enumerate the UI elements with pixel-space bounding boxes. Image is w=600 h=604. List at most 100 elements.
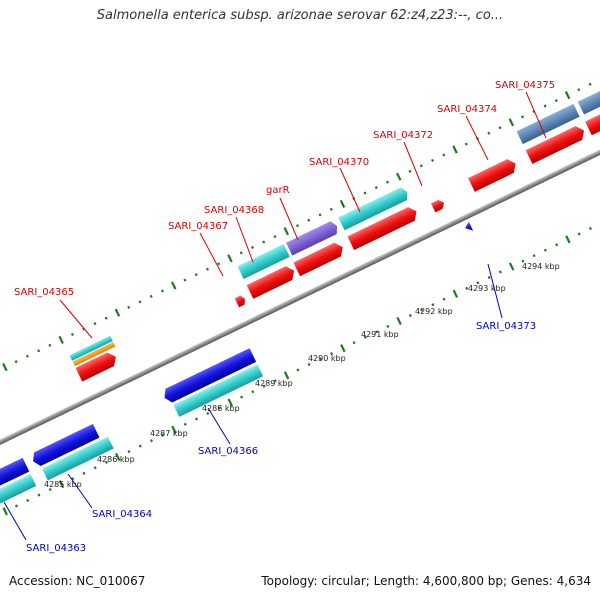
- outer-scale-major-tick: [284, 227, 289, 235]
- outer-scale-minor-tick: [465, 143, 468, 146]
- outer-scale-minor-tick: [206, 268, 209, 271]
- inner-scale-minor-tick: [184, 423, 187, 426]
- inner-scale-minor-tick: [195, 417, 198, 420]
- label-SARI_04373[interactable]: SARI_04373: [476, 321, 536, 332]
- inner-scale-minor-tick: [127, 450, 130, 453]
- callout-SARI_04372: [404, 142, 422, 186]
- inner-scale-minor-tick: [488, 276, 491, 279]
- outer-scale-minor-tick: [138, 300, 141, 303]
- outer-scale-minor-tick: [71, 333, 74, 336]
- label-garR[interactable]: garR: [266, 185, 290, 196]
- label-SARI_04366[interactable]: SARI_04366: [198, 446, 258, 457]
- gene-row-forward: [75, 104, 600, 383]
- genome-title: Salmonella enterica subsp. arizonae sero…: [0, 8, 600, 23]
- kbp-label-4292: 4292 kbp: [415, 307, 453, 316]
- outer-scale-major-tick: [58, 336, 63, 344]
- label-SARI_04375[interactable]: SARI_04375: [495, 80, 555, 91]
- outer-scale-minor-tick: [375, 186, 378, 189]
- callout-SARI_04368: [236, 217, 253, 262]
- kbp-label-4285: 4285 kbp: [44, 480, 82, 489]
- outer-scale-minor-tick: [240, 251, 243, 254]
- inner-scale-major-tick: [2, 507, 7, 515]
- outer-scale-minor-tick: [183, 279, 186, 282]
- inner-scale-minor-tick: [240, 396, 243, 399]
- outer-scale-minor-tick: [330, 208, 333, 211]
- inner-scale-minor-tick: [431, 303, 434, 306]
- outer-scale-minor-tick: [161, 289, 164, 292]
- inner-scale-major-tick: [565, 235, 570, 243]
- callout-garR: [280, 198, 298, 240]
- outer-scale-minor-tick: [555, 99, 558, 102]
- outer-scale-major-tick: [340, 200, 345, 208]
- outer-scale-minor-tick: [431, 159, 434, 162]
- gene-SARI_04372[interactable]: [431, 198, 446, 212]
- outer-scale-minor-tick: [48, 344, 51, 347]
- inner-scale-major-tick: [396, 317, 401, 325]
- outer-scale-minor-tick: [195, 273, 198, 276]
- outer-scale-minor-tick: [217, 262, 220, 265]
- label-SARI_04367[interactable]: SARI_04367: [168, 221, 228, 232]
- outer-scale-minor-tick: [37, 349, 40, 352]
- outer-scale-minor-tick: [105, 317, 108, 320]
- outer-scale-major-tick: [227, 254, 232, 262]
- callout-SARI_04366: [208, 408, 230, 444]
- accession-text: Accession: NC_010067: [9, 574, 145, 588]
- outer-scale-minor-tick: [420, 164, 423, 167]
- label-SARI_04364[interactable]: SARI_04364: [92, 509, 152, 520]
- kbp-label-4293: 4293 kbp: [468, 284, 506, 293]
- inner-scale-minor-tick: [499, 270, 502, 273]
- gene-SARI_04367-red-small[interactable]: [235, 294, 247, 307]
- outer-scale-minor-tick: [442, 153, 445, 156]
- outer-scale-minor-tick: [577, 88, 580, 91]
- inner-scale-minor-tick: [544, 249, 547, 252]
- label-SARI_04372[interactable]: SARI_04372: [373, 130, 433, 141]
- kbp-label-4290: 4290 kbp: [308, 354, 346, 363]
- label-SARI_04365[interactable]: SARI_04365: [14, 287, 74, 298]
- inner-scale-minor-tick: [37, 493, 40, 496]
- inner-scale-minor-tick: [94, 466, 97, 469]
- outer-scale-major-tick: [115, 309, 120, 317]
- outer-scale-minor-tick: [589, 83, 592, 86]
- inner-scale-major-tick: [453, 290, 458, 298]
- label-SARI_04368[interactable]: SARI_04368: [204, 205, 264, 216]
- outer-scale-minor-tick: [307, 219, 310, 222]
- outer-scale-minor-tick: [93, 322, 96, 325]
- inner-scale-minor-tick: [443, 298, 446, 301]
- callout-SARI_04363: [4, 502, 26, 540]
- outer-scale-minor-tick: [521, 115, 524, 118]
- kbp-label-4291: 4291 kbp: [361, 330, 399, 339]
- inner-scale-minor-tick: [26, 499, 29, 502]
- outer-scale-major-tick: [2, 363, 7, 371]
- inner-scale-minor-tick: [15, 504, 18, 507]
- outer-scale-major-tick: [509, 118, 514, 126]
- label-SARI_04374[interactable]: SARI_04374: [437, 104, 497, 115]
- inner-scale-minor-tick: [308, 363, 311, 366]
- inner-scale-minor-tick: [386, 325, 389, 328]
- outer-scale-minor-tick: [544, 104, 547, 107]
- gene-SARI_04373[interactable]: [463, 222, 473, 234]
- outer-scale-minor-tick: [296, 224, 299, 227]
- inner-scale-minor-tick: [139, 445, 142, 448]
- label-SARI_04370[interactable]: SARI_04370: [309, 157, 369, 168]
- gene-row-inner: [0, 364, 264, 513]
- gene-next-steel[interactable]: [577, 88, 600, 115]
- outer-scale-major-tick: [565, 91, 570, 99]
- kbp-label-4289: 4289 kbp: [255, 379, 293, 388]
- inner-scale-minor-tick: [533, 254, 536, 257]
- outer-scale-major-tick: [396, 173, 401, 181]
- inner-scale-minor-tick: [296, 368, 299, 371]
- inner-scale-minor-tick: [150, 439, 153, 442]
- inner-scale-minor-tick: [353, 341, 356, 344]
- outer-scale-minor-tick: [499, 126, 502, 129]
- label-SARI_04363[interactable]: SARI_04363: [26, 543, 86, 554]
- genome-stats-text: Topology: circular; Length: 4,600,800 bp…: [261, 574, 591, 588]
- kbp-label-4286: 4286 kbp: [97, 455, 135, 464]
- gene-SARI_04374[interactable]: [468, 156, 520, 192]
- inner-scale-major-tick: [509, 262, 514, 270]
- outer-scale-minor-tick: [364, 191, 367, 194]
- callout-SARI_04374: [466, 116, 488, 160]
- inner-scale-minor-tick: [578, 232, 581, 235]
- kbp-label-4294: 4294 kbp: [522, 262, 560, 271]
